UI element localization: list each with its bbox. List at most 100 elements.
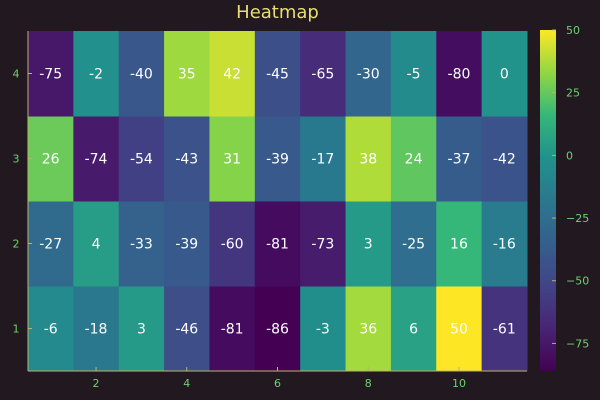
cell-value-label: -18 [85,322,108,338]
cell-value-label: -45 [266,67,289,83]
heatmap-cell [254,201,301,287]
cell-value-label: 0 [500,67,509,83]
heatmap-cell [300,286,347,372]
heatmap-cell [164,201,210,287]
heatmap-cell [345,116,392,202]
heatmap-cell [118,201,165,287]
heatmap-cell [481,286,528,372]
x-tick-label: 10 [452,377,466,390]
cell-value-label: -73 [311,237,334,253]
heatmap-cell [164,286,210,372]
cell-value-label: -43 [175,152,198,168]
cell-value-label: -74 [85,152,108,168]
heatmap-cell [209,31,256,117]
cell-value-label: -17 [311,152,334,168]
heatmap-cell [73,201,120,287]
cell-value-label: -39 [175,237,198,253]
heatmap-cell [436,286,483,372]
cell-value-label: -2 [89,67,103,83]
heatmap-cell [28,286,74,372]
cell-value-label: 16 [450,237,468,253]
colorbar-tick-label: −50 [566,275,589,288]
cell-value-label: -80 [448,67,471,83]
cell-value-label: 42 [223,67,241,83]
heatmap-cell [118,31,165,117]
cell-value-label: -61 [493,322,516,338]
heatmap-cell [73,31,120,117]
cell-value-label: 3 [364,237,373,253]
cell-value-label: -27 [39,237,62,253]
cell-value-label: 38 [359,152,377,168]
heatmap-cell [300,31,347,117]
heatmap-cell [73,116,120,202]
heatmap-cell [28,116,74,202]
cell-value-label: -65 [311,67,334,83]
cell-value-label: 31 [223,152,241,168]
cell-value-label: 4 [92,237,101,253]
cell-value-label: -81 [221,322,244,338]
cell-value-label: -33 [130,237,153,253]
cell-value-label: -37 [448,152,471,168]
heatmap-cell [28,201,74,287]
cell-value-label: -42 [493,152,516,168]
heatmap-cell [345,286,392,372]
cell-value-label: -39 [266,152,289,168]
heatmap-cell [254,286,301,372]
heatmap-cell [436,31,483,117]
cell-value-label: -81 [266,237,289,253]
cell-value-label: 36 [359,322,377,338]
heatmap-cell [28,31,74,117]
heatmap-cell [209,286,256,372]
heatmap-cell [390,116,437,202]
cell-value-label: -54 [130,152,153,168]
heatmap-cell [481,31,528,117]
cell-value-label: -25 [402,237,425,253]
x-tick-label: 8 [365,377,372,390]
heatmap-cell [436,201,483,287]
colorbar-tick-label: 0 [566,149,573,162]
cell-value-label: 26 [42,152,60,168]
x-tick-label: 6 [274,377,281,390]
cell-value-label: -3 [316,322,330,338]
cell-value-label: -75 [39,67,62,83]
colorbar-tick-label: −75 [566,337,589,350]
y-tick-label: 4 [13,68,20,81]
heatmap-cell [390,201,437,287]
heatmap-cell [345,31,392,117]
cell-value-label: -6 [44,322,58,338]
cell-value-label: 6 [409,322,418,338]
heatmap-cell [300,201,347,287]
cell-value-label: 24 [405,152,423,168]
heatmap-cell [209,201,256,287]
heatmap-cell [390,286,437,372]
heatmap-cell [481,116,528,202]
heatmap-cell [436,116,483,202]
colorbar-tick-label: −25 [566,212,589,225]
y-tick-label: 1 [13,323,20,336]
heatmap-cell [254,31,301,117]
colorbar-tick-label: 50 [566,24,580,37]
x-tick-label: 2 [93,377,100,390]
heatmap-cell [254,116,301,202]
y-tick-label: 2 [13,238,20,251]
heatmap-cell [118,116,165,202]
y-tick-label: 3 [13,153,20,166]
cell-value-label: -86 [266,322,289,338]
heatmap-cell [300,116,347,202]
cell-value-label: -60 [221,237,244,253]
chart-title: Heatmap [236,2,319,23]
heatmap-cell [118,286,165,372]
cell-value-label: -16 [493,237,516,253]
x-tick-label: 4 [183,377,190,390]
cell-value-label: 3 [137,322,146,338]
heatmap-cell [390,31,437,117]
heatmap-cell [345,201,392,287]
cell-value-label: -40 [130,67,153,83]
heatmap-cell [164,31,210,117]
cell-value-label: -30 [357,67,380,83]
cell-value-label: 35 [178,67,196,83]
colorbar-tick-label: 25 [566,87,580,100]
cell-value-label: -46 [175,322,198,338]
heatmap-cell [164,116,210,202]
